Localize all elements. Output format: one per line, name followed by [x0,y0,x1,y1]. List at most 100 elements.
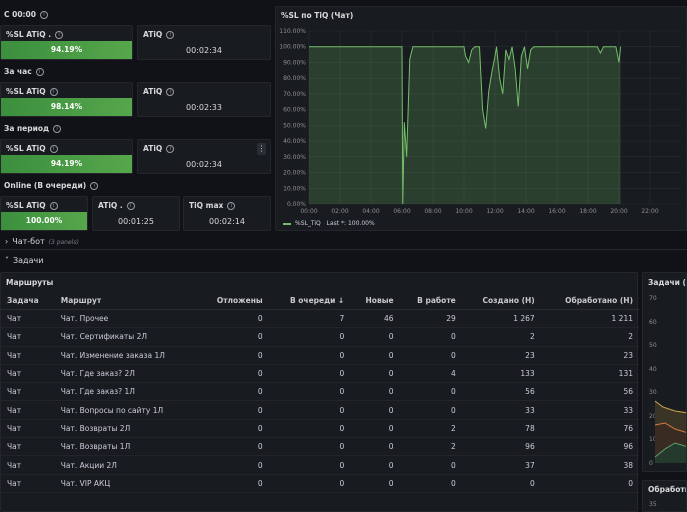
info-icon[interactable]: i [90,182,99,190]
table-row[interactable]: Чат Чат. VIP АКЦ 0 0 0 0 0 0 [1,474,639,493]
chart-legend[interactable]: %SL_TiQ Last *: 100.00% [283,220,375,227]
info-icon[interactable]: i [49,202,58,210]
area-green [655,443,686,463]
column-header[interactable]: В работе [399,291,462,310]
table-row[interactable]: Чат Чат. Сертификаты 2Л 0 0 0 0 2 2 [1,327,639,347]
column-header[interactable]: В очереди ↓ [268,291,351,310]
info-icon[interactable]: i [49,88,58,96]
table-cell: 7 [268,309,351,329]
stat-sl-atiq-panel-2: %SL ATiQ i 98.14% [0,82,133,117]
info-icon[interactable]: i [55,31,64,39]
table-cell: 0 [399,327,462,347]
table-cell: 46 [350,309,400,329]
x-tick-label: 18:00 [579,208,596,215]
table-cell: 0 [268,400,351,420]
info-icon[interactable]: i [227,202,236,210]
table-cell: 38 [540,455,639,475]
table-row[interactable]: Чат Чат. Вопросы по сайту 1Л 0 0 0 0 33 33 [1,400,639,420]
table-cell: 0 [268,437,351,457]
table-cell: 76 [540,419,639,439]
table-cell: 0 [197,327,269,347]
routes-title: Маршруты [6,278,54,287]
table-row[interactable]: Чат Чат. Акции 2Л 0 0 0 0 37 38 [1,455,639,475]
legend-series-name: %SL_TiQ [295,220,321,227]
tasks-chart[interactable] [643,273,687,472]
stat-sl-atiq-panel-4: %SL ATiQ i 100.00% [0,196,88,231]
table-cell: 0 [350,400,400,420]
stat-sl-atiq-panel-3: %SL ATiQ i 94.19% [0,139,133,174]
y-tick-label: 90.00% [283,59,306,66]
table-cell: 0 [399,455,462,475]
stat-atiq-panel-2: ATiQ i 00:02:33 [137,82,271,117]
column-header[interactable]: Задача [1,291,55,310]
sl-value: 94.19% [1,155,132,173]
y-tick-label: 20 [649,412,657,420]
table-row[interactable]: Чат Чат. Изменение заказа 1Л 0 0 0 0 23 23 [1,346,639,365]
table-cell: 0 [399,474,462,493]
x-tick-label: 08:00 [424,208,441,215]
table-cell: 0 [399,346,462,365]
table-cell: 131 [540,364,639,384]
legend-swatch [283,222,291,225]
table-row[interactable]: Чат Чат. Прочее 0 7 46 29 1 267 1 211 [1,309,639,329]
table-row[interactable]: Чат Чат. Возвраты 2Л 0 0 0 2 78 76 [1,419,639,439]
column-header[interactable]: Отложены [197,291,269,310]
x-tick-label: 04:00 [362,208,379,215]
table-cell: 0 [399,382,462,402]
x-tick-label: 12:00 [486,208,503,215]
info-icon[interactable]: i [49,145,58,153]
table-cell: Чат [1,400,55,420]
y-tick-label: 30.00% [283,154,306,161]
column-header[interactable]: Новые [350,291,400,310]
info-icon[interactable]: i [166,88,175,96]
table-cell: 0 [268,455,351,475]
line-chart[interactable]: 110.00% 100.00% 90.00% 80.00% 70.00% 60.00% 50… [276,7,687,232]
row-tasks[interactable]: ˅ Задачи [5,256,44,265]
table-cell: Чат [1,346,55,365]
table-row[interactable]: Чат Чат. Возвраты 1Л 0 0 0 2 96 96 [1,437,639,457]
panel-title: %SL ATiQ i [6,87,58,96]
table-cell: Чат [1,419,55,439]
x-tick-label: 14:00 [517,208,534,215]
column-header[interactable]: Обработано (Н) [540,291,639,310]
column-header[interactable]: Создано (Н) [461,291,541,310]
table-cell: 0 [197,400,269,420]
table-row[interactable]: Чат Чат. Где заказ? 2Л 0 0 0 4 133 131 [1,364,639,384]
table-header-row: Задача Маршрут Отложены В очереди ↓ Новые В р… [1,291,639,310]
y-tick-label: 60.00% [283,107,306,114]
panel-title: %SL ATiQ .i [6,30,64,39]
table-cell: 0 [197,474,269,493]
table-cell: 0 [461,474,541,493]
x-tick-label: 00:00 [300,208,317,215]
table-cell: Чат [1,364,55,384]
table-cell: 0 [350,474,400,493]
table-cell: 0 [350,364,400,384]
info-icon[interactable]: i [126,202,135,210]
info-icon[interactable]: i [53,125,62,133]
y-tick-label: 70.00% [283,91,306,98]
series-line[interactable] [309,46,622,205]
routes-table: Задача Маршрут Отложены В очереди ↓ Новые В р… [1,291,639,493]
info-icon[interactable]: i [35,68,44,76]
info-icon[interactable]: i [166,31,175,39]
tasks-chat-title: Задачи (Чат [648,278,686,287]
y-tick-label: 20.00% [283,170,306,177]
section-label-c0000: С 00:00 i [4,10,48,19]
column-header[interactable]: Маршрут [54,291,198,310]
info-icon[interactable]: i [166,145,175,153]
table-cell: 0 [197,455,269,475]
info-icon[interactable]: i [40,11,48,19]
table-cell: 37 [461,455,541,475]
table-cell: 2 [540,327,639,347]
row-chatbot[interactable]: › Чат-бот (3 panels) [5,237,79,246]
y-tick-label: 50 [649,342,657,349]
table-cell: 33 [540,400,639,420]
panel-title: ATiQ i [143,30,175,39]
table-row[interactable]: Чат Чат. Где заказ? 1Л 0 0 0 0 56 56 [1,382,639,402]
atiq-value: 00:02:34 [186,160,222,169]
table-cell: 23 [461,346,541,365]
chevron-right-icon: › [5,237,9,246]
processing-panel: Обработка 35 [642,480,687,512]
table-cell: 0 [399,400,462,420]
kebab-menu-icon[interactable]: ⋮ [257,143,266,155]
